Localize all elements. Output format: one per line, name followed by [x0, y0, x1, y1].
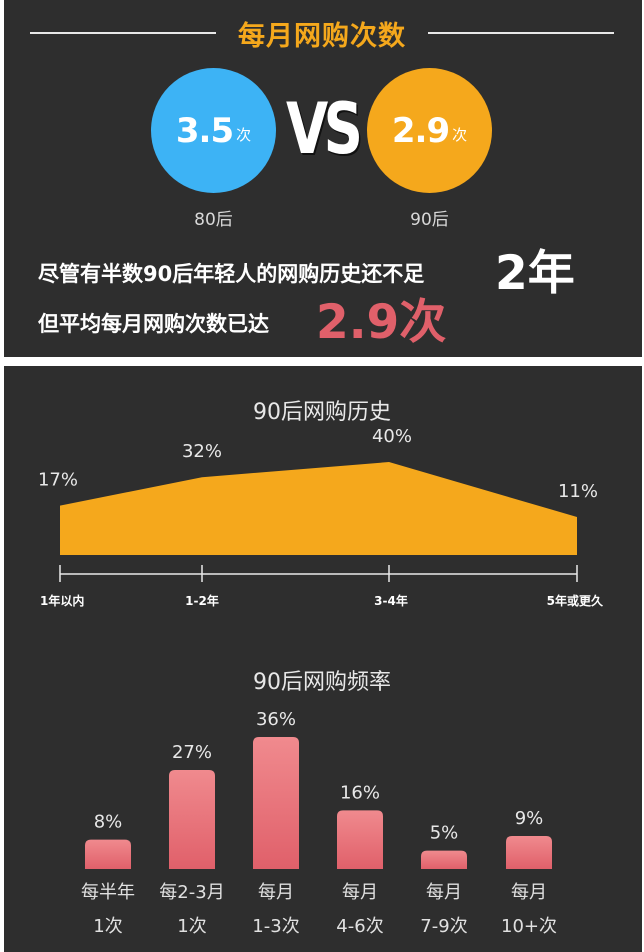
monthly-purchase-panel [4, 0, 642, 357]
title-divider-right [428, 32, 614, 34]
frequency-category-label: 每月 [342, 882, 378, 903]
history-value-label: 32% [182, 441, 222, 462]
statement-line1: 尽管有半数90后年轻人的网购历史还不足 [38, 262, 425, 286]
history-tick-label: 1年以内 [40, 593, 84, 608]
history-value-label: 17% [38, 470, 78, 491]
statement-highlight-times: 2.9次 [316, 295, 447, 350]
frequency-category-label: 每2-3月 [159, 882, 224, 903]
frequency-category-label: 每月 [426, 882, 462, 903]
frequency-bar [506, 836, 552, 869]
history-area [60, 462, 577, 555]
statement-line2: 但平均每月网购次数已达 [38, 312, 269, 336]
post90-circle: 2.9 次 [367, 68, 492, 193]
post90-unit: 次 [452, 126, 468, 144]
history-chart-title: 90后网购历史 [253, 400, 391, 425]
post80-label: 80后 [194, 210, 233, 230]
vs-text: VS [286, 88, 363, 170]
frequency-value-label: 16% [340, 782, 380, 803]
frequency-category-sublabel: 1次 [177, 916, 206, 937]
frequency-bar [169, 770, 215, 869]
frequency-bar [85, 839, 131, 869]
frequency-value-label: 27% [172, 742, 212, 763]
title-divider-left [30, 32, 216, 34]
frequency-category-sublabel: 1-3次 [252, 916, 299, 937]
frequency-category-sublabel: 1次 [93, 916, 122, 937]
frequency-bar [337, 810, 383, 869]
post80-value: 3.5 [175, 110, 234, 151]
frequency-category-sublabel: 10+次 [501, 916, 557, 937]
frequency-value-label: 8% [94, 812, 123, 833]
post80-circle: 3.5 次 [151, 68, 276, 193]
post90-value: 2.9 [391, 110, 450, 151]
frequency-category-sublabel: 7-9次 [420, 916, 467, 937]
post90-label: 90后 [410, 210, 449, 230]
history-tick-label: 1-2年 [185, 593, 219, 608]
frequency-category-label: 每月 [511, 882, 547, 903]
frequency-value-label: 9% [515, 808, 544, 829]
page-title: 每月网购次数 [238, 21, 406, 52]
frequency-category-sublabel: 4-6次 [336, 916, 383, 937]
frequency-chart-title: 90后网购频率 [253, 670, 391, 695]
frequency-bar [421, 850, 467, 869]
frequency-category-label: 每半年 [81, 882, 135, 903]
history-value-label: 11% [558, 481, 598, 502]
frequency-category-label: 每月 [258, 882, 294, 903]
history-value-label: 40% [372, 426, 412, 447]
frequency-value-label: 5% [430, 823, 459, 844]
post80-unit: 次 [236, 126, 252, 144]
frequency-value-label: 36% [256, 709, 296, 730]
history-tick-label: 5年或更久 [547, 593, 604, 608]
statement-highlight-years: 2年 [495, 246, 575, 301]
frequency-bar [253, 737, 299, 869]
history-tick-label: 3-4年 [374, 593, 408, 608]
